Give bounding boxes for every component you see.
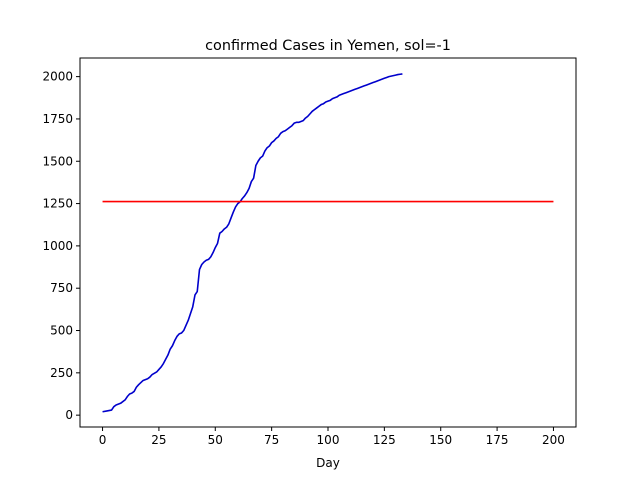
chart-title: confirmed Cases in Yemen, sol=-1 [205,38,451,54]
series-line-0 [102,73,403,413]
x-axis-label: Day [316,456,340,470]
y-tick-label: 750 [50,281,73,295]
x-axis: 0 25 50 75 100 125 150 175 200 [99,427,565,447]
x-tick-label: 25 [151,433,166,447]
x-tick-label: 150 [429,433,452,447]
y-tick-label: 1750 [42,112,73,126]
y-tick-label: 250 [50,366,73,380]
y-tick-label: 1250 [42,197,73,211]
x-tick-label: 50 [208,433,223,447]
y-tick-label: 2000 [42,70,73,84]
y-tick-label: 0 [65,408,73,422]
x-tick-label: 200 [542,433,565,447]
y-tick-label: 1000 [42,239,73,253]
y-tick-label: 1500 [42,154,73,168]
y-axis: 0 250 500 750 1000 1250 1500 1750 2000 [42,70,80,422]
x-tick-label: 0 [99,433,107,447]
x-tick-label: 75 [264,433,279,447]
x-tick-label: 100 [317,433,340,447]
series-layer [102,73,554,413]
y-tick-label: 500 [50,324,73,338]
x-tick-label: 175 [486,433,509,447]
x-tick-label: 125 [373,433,396,447]
